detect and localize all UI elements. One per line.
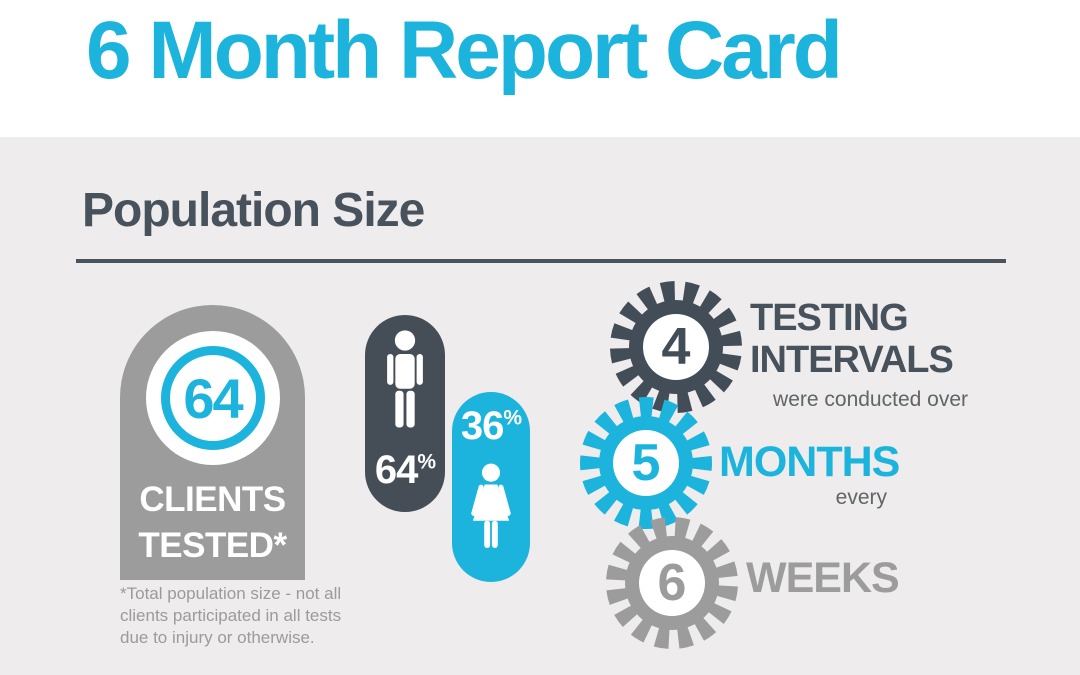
clients-label-line2: TESTED* bbox=[138, 526, 287, 565]
female-person-icon bbox=[471, 463, 511, 548]
conducted-over-note: were conducted over bbox=[773, 388, 968, 411]
clients-tested-label: CLIENTS TESTED* bbox=[138, 477, 287, 569]
clients-count-ring: 64 bbox=[160, 346, 265, 450]
gear-icon-intervals: 4 bbox=[608, 279, 744, 415]
page-title: 6 Month Report Card bbox=[86, 5, 843, 96]
testing-label-line2: INTERVALS bbox=[750, 339, 954, 381]
male-percentage-pill: 64% bbox=[365, 315, 445, 512]
every-note: every bbox=[835, 486, 887, 509]
percent-sign: % bbox=[417, 450, 436, 474]
population-footnote: *Total population size - not all clients… bbox=[120, 584, 342, 647]
percent-sign: % bbox=[503, 406, 522, 430]
section-divider bbox=[76, 259, 1006, 263]
weeks-count: 6 bbox=[658, 554, 687, 612]
testing-label-line1: TESTING bbox=[750, 297, 909, 339]
clients-label-line1: CLIENTS bbox=[139, 480, 286, 519]
clients-tested-card: 64 CLIENTS TESTED* bbox=[120, 305, 305, 580]
section-title: Population Size bbox=[82, 184, 425, 237]
female-percent-value: 36% bbox=[460, 404, 522, 448]
months-label: MONTHS bbox=[719, 438, 900, 486]
gear-icon-months: 5 bbox=[578, 395, 714, 531]
intervals-count: 4 bbox=[662, 318, 691, 376]
clients-count-disc: 64 bbox=[145, 331, 280, 465]
weeks-label: WEEKS bbox=[746, 554, 900, 602]
clients-count: 64 bbox=[183, 366, 243, 430]
months-count: 5 bbox=[632, 434, 661, 492]
testing-intervals-label: TESTING INTERVALS bbox=[750, 297, 970, 381]
male-person-icon bbox=[387, 330, 423, 428]
gear-icon-weeks: 6 bbox=[604, 515, 740, 651]
male-percent-value: 64% bbox=[374, 448, 436, 492]
female-percentage-pill: 36% bbox=[452, 392, 530, 582]
